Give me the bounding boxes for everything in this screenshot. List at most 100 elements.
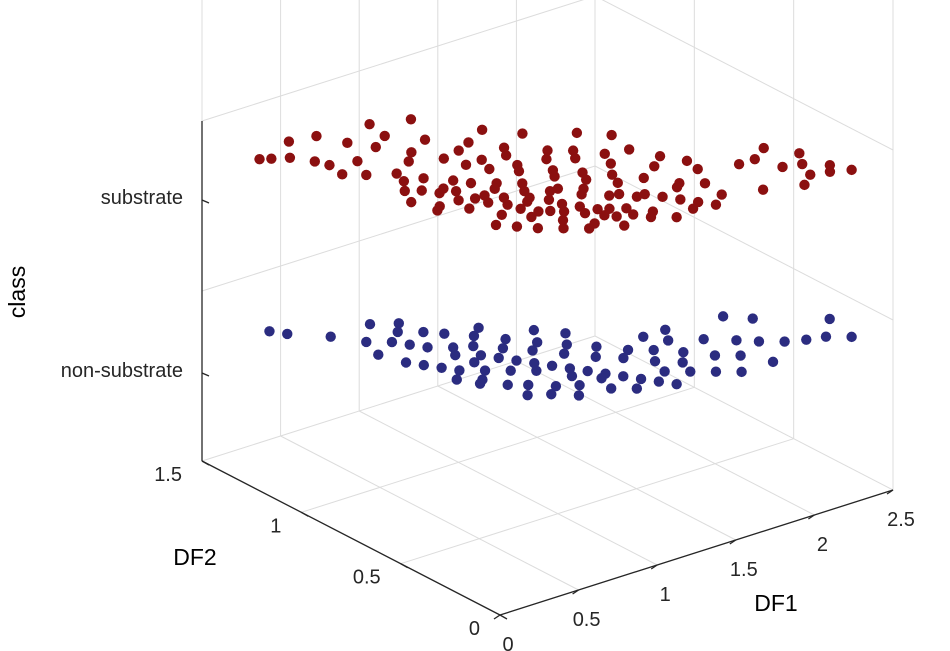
non-substrate-point [618, 353, 628, 363]
non-substrate-point [846, 332, 856, 342]
z-axis-label: class [4, 266, 30, 318]
non-substrate-point [523, 380, 533, 390]
substrate-point [463, 137, 473, 147]
substrate-point [479, 190, 489, 200]
non-substrate-point [264, 326, 274, 336]
substrate-point [568, 145, 578, 155]
substrate-point [592, 204, 602, 214]
x-tick-label: 0.5 [573, 609, 601, 631]
non-substrate-point [824, 314, 834, 324]
substrate-point [406, 197, 416, 207]
substrate-point [799, 180, 809, 190]
non-substrate-point [452, 374, 462, 384]
substrate-point [266, 154, 276, 164]
substrate-point [576, 189, 586, 199]
substrate-point [406, 114, 416, 124]
substrate-point [825, 160, 835, 170]
non-substrate-point [511, 355, 521, 365]
grid-line [202, 0, 595, 121]
substrate-point [519, 186, 529, 196]
non-substrate-point [718, 311, 728, 321]
grid-line [401, 439, 794, 564]
non-substrate-point [711, 367, 721, 377]
non-substrate-point [419, 360, 429, 370]
substrate-point [517, 128, 527, 138]
substrate-point [284, 136, 294, 146]
substrate-point [533, 223, 543, 233]
substrate-point [606, 130, 616, 140]
substrate-point [613, 178, 623, 188]
substrate-point [406, 147, 416, 157]
non-substrate-point [567, 371, 577, 381]
non-substrate-point [677, 357, 687, 367]
substrate-point [655, 151, 665, 161]
substrate-point [418, 173, 428, 183]
y-tick-mark [401, 564, 408, 568]
substrate-point [734, 159, 744, 169]
substrate-point [682, 156, 692, 166]
non-substrate-point [547, 361, 557, 371]
non-substrate-point [574, 390, 584, 400]
non-substrate-point [468, 341, 478, 351]
substrate-point [846, 165, 856, 175]
substrate-point [484, 164, 494, 174]
non-substrate-point [469, 357, 479, 367]
non-substrate-point [821, 332, 831, 342]
x-axis-label: DF1 [754, 590, 797, 616]
substrate-point [619, 220, 629, 230]
substrate-point [490, 184, 500, 194]
y-tick-label: 0 [469, 618, 480, 640]
substrate-point [621, 203, 631, 213]
y-tick-mark [500, 615, 507, 619]
y-tick-label: 0.5 [353, 567, 381, 589]
grid-line [595, 166, 893, 320]
substrate-point [364, 119, 374, 129]
substrate-point [432, 205, 442, 215]
substrate-point [611, 211, 621, 221]
substrate-point [614, 189, 624, 199]
substrate-point [514, 166, 524, 176]
substrate-point [439, 153, 449, 163]
non-substrate-point [448, 342, 458, 352]
non-substrate-point [663, 335, 673, 345]
substrate-point [657, 192, 667, 202]
non-substrate-point [454, 365, 464, 375]
substrate-point [558, 223, 568, 233]
substrate-point [575, 201, 585, 211]
non-substrate-point [326, 332, 336, 342]
non-substrate-point [654, 376, 664, 386]
non-substrate-point [685, 366, 695, 376]
non-substrate-point [731, 335, 741, 345]
non-substrate-point [527, 345, 537, 355]
substrate-point [648, 206, 658, 216]
substrate-point [371, 142, 381, 152]
substrate-point [285, 153, 295, 163]
non-substrate-point [736, 367, 746, 377]
substrate-point [671, 212, 681, 222]
substrate-point [399, 176, 409, 186]
substrate-point [380, 131, 390, 141]
substrate-point [254, 154, 264, 164]
substrate-point [711, 200, 721, 210]
non-substrate-point [636, 374, 646, 384]
substrate-point [672, 182, 682, 192]
non-substrate-point [365, 319, 375, 329]
non-substrate-point [436, 363, 446, 373]
non-substrate-point [401, 357, 411, 367]
y-tick-label: 1 [270, 515, 281, 537]
substrate-point [526, 212, 536, 222]
non-substrate-point [387, 337, 397, 347]
substrate-point [491, 220, 501, 230]
substrate-point [453, 195, 463, 205]
non-substrate-point [500, 334, 510, 344]
substrate-point [624, 144, 634, 154]
grid-line [595, 0, 893, 150]
non-substrate-point [671, 379, 681, 389]
non-substrate-point [475, 379, 485, 389]
non-substrate-point [801, 334, 811, 344]
substrate-point [604, 190, 614, 200]
y-axis-label: DF2 [173, 544, 216, 570]
non-substrate-point [405, 340, 415, 350]
substrate-point [466, 178, 476, 188]
substrate-point [501, 150, 511, 160]
